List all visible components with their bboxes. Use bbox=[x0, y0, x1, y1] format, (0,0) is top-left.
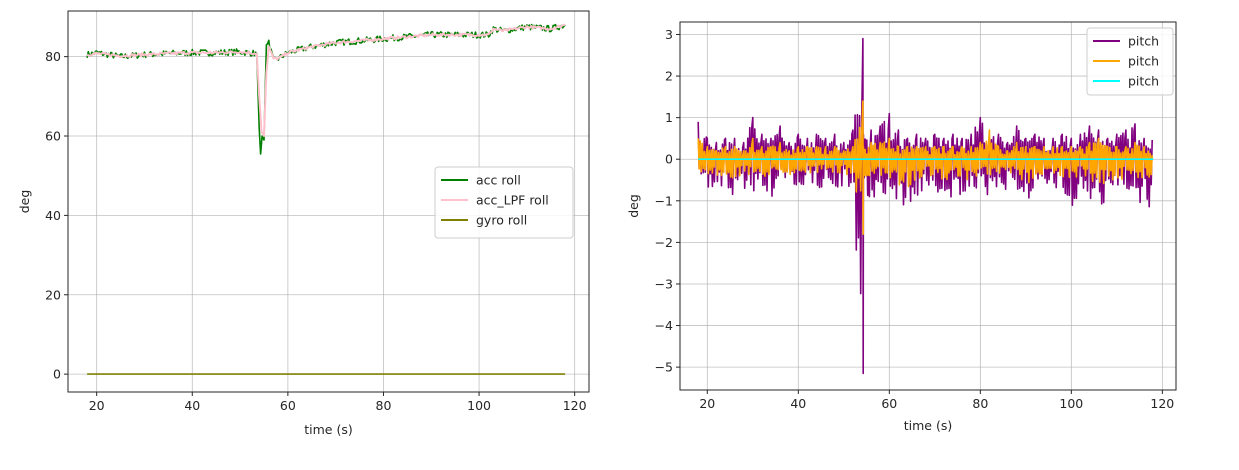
legend-entry: pitch bbox=[1128, 74, 1159, 89]
axes-frame bbox=[679, 21, 1177, 391]
series-line-acc-lpf-roll bbox=[86, 23, 566, 137]
axes-frame bbox=[67, 10, 590, 393]
roll-chart: 20 40 60 80 100 120 0 20 40 60 80 time (s) deg acc ro… bbox=[17, 10, 590, 437]
x-tick-label: 120 bbox=[1150, 396, 1174, 411]
legend-entry: gyro roll bbox=[476, 213, 527, 228]
y-tick-label: 40 bbox=[45, 208, 61, 223]
y-tick-label: 1 bbox=[665, 110, 673, 125]
plot-area bbox=[697, 37, 1154, 375]
x-tick-label: 100 bbox=[467, 398, 491, 413]
series-line-pitch bbox=[697, 37, 1153, 375]
legend: acc roll acc_LPF roll gyro roll bbox=[434, 166, 574, 239]
y-axis-label: deg bbox=[626, 194, 641, 218]
x-tick-label: 40 bbox=[790, 396, 806, 411]
x-axis-label: time (s) bbox=[904, 418, 952, 433]
pitch-chart: 20 40 60 80 100 120 3 2 1 0 −1 −2 −3 −4 −5 time (s) deg p… bbox=[626, 21, 1177, 433]
x-tick-label: 20 bbox=[89, 398, 105, 413]
legend-entry: acc_LPF roll bbox=[476, 193, 549, 208]
x-tick-label: 60 bbox=[881, 396, 897, 411]
y-tick-label: −1 bbox=[655, 193, 673, 208]
x-axis-label: time (s) bbox=[304, 422, 352, 437]
y-axis-label: deg bbox=[17, 190, 32, 214]
plot-area bbox=[86, 23, 566, 375]
x-tick-label: 40 bbox=[184, 398, 200, 413]
y-tick-label: 3 bbox=[665, 27, 673, 42]
y-tick-label: −2 bbox=[655, 235, 673, 250]
y-tick-label: 0 bbox=[665, 152, 673, 167]
x-tick-label: 80 bbox=[972, 396, 988, 411]
x-tick-label: 20 bbox=[699, 396, 715, 411]
x-tick-label: 120 bbox=[563, 398, 587, 413]
y-tick-label: 20 bbox=[45, 287, 61, 302]
x-tick-label: 60 bbox=[280, 398, 296, 413]
y-tick-label: −3 bbox=[655, 276, 673, 291]
y-tick-label: −4 bbox=[655, 318, 673, 333]
x-tick-label: 100 bbox=[1059, 396, 1083, 411]
legend-entry: acc roll bbox=[476, 173, 521, 188]
legend-entry: pitch bbox=[1128, 54, 1159, 69]
legend-entry: pitch bbox=[1128, 34, 1159, 49]
y-tick-label: 2 bbox=[665, 69, 673, 84]
x-tick-label: 80 bbox=[376, 398, 392, 413]
legend: pitch pitch pitch bbox=[1086, 27, 1174, 96]
y-tick-label: 60 bbox=[45, 129, 61, 144]
y-tick-label: 80 bbox=[45, 49, 61, 64]
y-tick-label: −5 bbox=[655, 360, 673, 375]
series-line-pitch bbox=[697, 100, 1153, 235]
y-tick-label: 0 bbox=[53, 367, 61, 382]
grid bbox=[680, 22, 1176, 390]
